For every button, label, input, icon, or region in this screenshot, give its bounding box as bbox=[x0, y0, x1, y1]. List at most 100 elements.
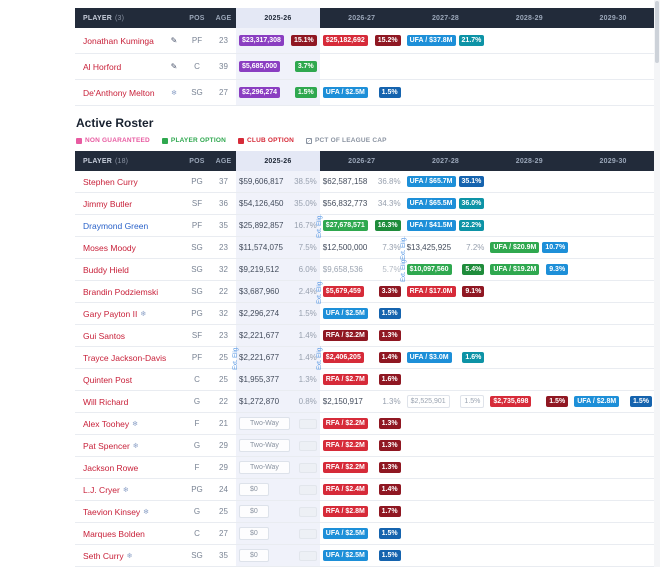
player-row: Jackson Rowe F 29 Two-Way RFA / $2.2M 1.3% bbox=[75, 457, 655, 479]
player-link[interactable]: Jackson Rowe bbox=[83, 462, 139, 473]
legend-label: NON GUARANTEED bbox=[85, 137, 150, 144]
age-cell: 39 bbox=[219, 62, 228, 71]
salary-cell-2026-27: UFA / $2.5M 1.5% bbox=[320, 80, 404, 105]
player-link[interactable]: Pat Spencer bbox=[83, 440, 130, 451]
player-link[interactable]: Quinten Post bbox=[83, 374, 133, 385]
player-cell: L.J. Cryer ❄ bbox=[75, 485, 183, 495]
salary-cell-2028-29 bbox=[487, 545, 571, 566]
col-header-player[interactable]: PLAYER (3) bbox=[75, 8, 183, 28]
legend-label: PCT OF LEAGUE CAP bbox=[315, 137, 387, 144]
salary-cell-2029-30 bbox=[571, 501, 655, 522]
player-link[interactable]: De'Anthony Melton bbox=[83, 87, 155, 98]
salary-value-chip: $0 bbox=[239, 505, 269, 518]
salary-cell-2027-28 bbox=[404, 435, 488, 456]
player-link[interactable]: Taevion Kinsey bbox=[83, 506, 141, 517]
age-cell: 21 bbox=[219, 419, 228, 428]
player-cell: Jackson Rowe bbox=[75, 463, 183, 473]
snowflake-status-icon[interactable]: ❄ bbox=[140, 310, 147, 318]
player-link[interactable]: L.J. Cryer bbox=[83, 484, 120, 495]
salary-cell-2029-30 bbox=[571, 523, 655, 544]
player-link[interactable]: Jonathan Kuminga bbox=[83, 35, 154, 46]
col-header-2025-26[interactable]: 2025-26 bbox=[236, 151, 320, 171]
salary-cell-2025-26: $0 bbox=[236, 523, 320, 544]
salary-cell-2027-28: $2,525,901 1.5% bbox=[404, 391, 488, 412]
salary-cell-2026-27: $25,182,692 15.2% bbox=[320, 28, 404, 53]
player-row: Jonathan Kuminga ✎ PF 23 $23,317,308 15.1% $25… bbox=[75, 28, 655, 54]
col-header-2026-27[interactable]: 2026-27 bbox=[348, 157, 376, 165]
player-link[interactable]: Alex Toohey bbox=[83, 418, 130, 429]
salary-cell-2025-26: $5,685,000 3.7% bbox=[236, 54, 320, 79]
pos-cell: PG bbox=[191, 177, 203, 186]
salary-value-chip: $5,685,000 bbox=[239, 61, 281, 72]
col-header-2026-27[interactable]: 2026-27 bbox=[348, 14, 376, 22]
salary-cell-2027-28: Ext. Elig. $13,425,925 7.2% bbox=[401, 236, 488, 260]
pos-cell: SG bbox=[191, 243, 203, 252]
col-header-age[interactable]: AGE bbox=[215, 157, 232, 165]
player-link[interactable]: Seth Curry bbox=[83, 550, 124, 561]
col-header-2027-28[interactable]: 2027-28 bbox=[431, 157, 460, 165]
col-header-2029-30[interactable]: 2029-30 bbox=[599, 14, 627, 22]
player-link[interactable]: Jimmy Butler bbox=[83, 198, 133, 209]
player-link[interactable]: Gui Santos bbox=[83, 330, 126, 341]
salary-value-chip: UFA / $2.8M bbox=[574, 396, 620, 407]
snowflake-status-icon[interactable]: ❄ bbox=[143, 508, 150, 516]
player-link[interactable]: Trayce Jackson-Davis bbox=[83, 352, 167, 363]
snowflake-status-icon[interactable]: ❄ bbox=[171, 89, 177, 97]
contract-note-icon[interactable]: ✎ bbox=[170, 36, 178, 45]
player-link[interactable]: Marques Bolden bbox=[83, 528, 145, 539]
salary-cell-2027-28: Ext. Elig. $10,097,560 5.4% bbox=[401, 258, 488, 281]
player-link[interactable]: Gary Payton II bbox=[83, 308, 138, 319]
col-header-age[interactable]: AGE bbox=[215, 14, 232, 22]
player-link[interactable]: Stephen Curry bbox=[83, 176, 138, 187]
salary-cell-2029-30 bbox=[571, 457, 655, 478]
cap-pct-blank bbox=[298, 550, 317, 561]
col-header-2028-29[interactable]: 2028-29 bbox=[515, 157, 543, 165]
snowflake-status-icon[interactable]: ❄ bbox=[132, 420, 139, 428]
salary-value: $1,955,377 bbox=[239, 375, 280, 384]
col-header-player[interactable]: PLAYER (18) bbox=[75, 151, 183, 171]
salary-cell-2027-28 bbox=[404, 325, 488, 346]
col-header-2025-26[interactable]: 2025-26 bbox=[236, 8, 320, 28]
col-header-pos[interactable]: POS bbox=[189, 157, 205, 165]
player-link[interactable]: Draymond Green bbox=[83, 220, 149, 231]
age-cell: 32 bbox=[219, 309, 228, 318]
pos-cell: PG bbox=[191, 485, 203, 494]
player-link[interactable]: Will Richard bbox=[83, 396, 129, 407]
cap-pct-blank bbox=[298, 462, 317, 473]
scrollbar-thumb[interactable] bbox=[655, 1, 659, 63]
contract-note-icon[interactable]: ✎ bbox=[170, 62, 178, 71]
col-header-2027-28[interactable]: 2027-28 bbox=[431, 14, 460, 22]
salary-cell-2028-29 bbox=[487, 369, 571, 390]
col-header-2029-30[interactable]: 2029-30 bbox=[599, 157, 627, 165]
player-cell: Gui Santos bbox=[75, 331, 183, 341]
col-header-2028-29[interactable]: 2028-29 bbox=[515, 14, 543, 22]
salary-value-chip: RFA / $2.2M bbox=[322, 330, 368, 341]
salary-cell-2029-30 bbox=[571, 325, 655, 346]
cap-pct-chip: 3.7% bbox=[294, 61, 317, 72]
legend-item: PLAYER OPTION bbox=[161, 137, 226, 144]
cap-pct: 35.0% bbox=[294, 199, 317, 208]
salary-cell-2029-30: UFA / $2.8M 1.5% bbox=[571, 391, 655, 412]
age-cell: 35 bbox=[219, 551, 228, 560]
pos-cell: F bbox=[194, 419, 200, 428]
snowflake-status-icon[interactable]: ❄ bbox=[126, 552, 133, 560]
snowflake-status-icon[interactable]: ❄ bbox=[122, 486, 129, 494]
active-roster-table: PLAYER (18) POS AGE 2025-26 2026-27 2027… bbox=[75, 151, 655, 567]
salary-cell-2029-30 bbox=[571, 237, 655, 258]
player-link[interactable]: Moses Moody bbox=[83, 242, 136, 253]
salary-value: $2,221,677 bbox=[239, 331, 280, 340]
salary-cell-2026-27: RFA / $2.2M 1.3% bbox=[320, 457, 404, 478]
player-link[interactable]: Al Horford bbox=[83, 61, 122, 72]
player-row: Marques Bolden C 27 $0 UFA / $2.5M 1.5% bbox=[75, 523, 655, 545]
player-link[interactable]: Buddy Hield bbox=[83, 264, 129, 275]
salary-cell-2029-30 bbox=[571, 171, 655, 192]
col-header-pos[interactable]: POS bbox=[189, 14, 205, 22]
player-link[interactable]: Brandin Podziemski bbox=[83, 286, 159, 297]
player-cell: Stephen Curry bbox=[75, 177, 183, 187]
pos-cell: SG bbox=[191, 551, 203, 560]
scrollbar-track[interactable] bbox=[654, 0, 660, 567]
snowflake-status-icon[interactable]: ❄ bbox=[132, 442, 139, 450]
player-cell: Seth Curry ❄ bbox=[75, 551, 183, 561]
age-cell: 35 bbox=[219, 221, 228, 230]
age-cell: 25 bbox=[219, 353, 228, 362]
